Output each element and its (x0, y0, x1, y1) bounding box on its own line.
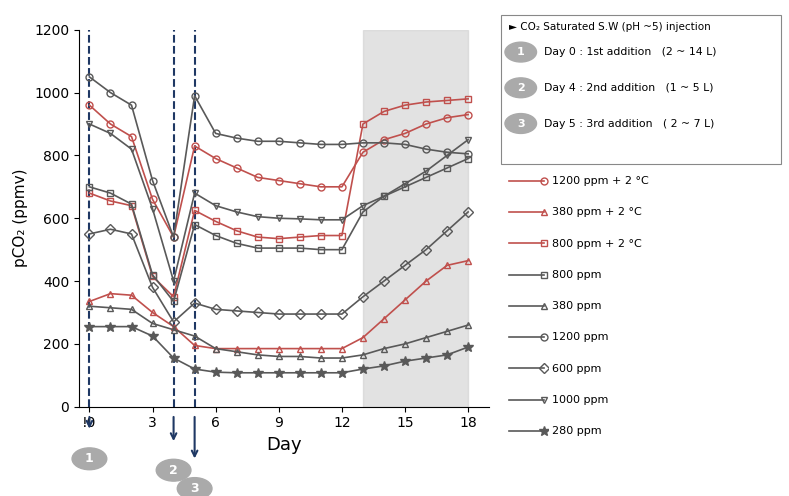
Text: 380 ppm: 380 ppm (552, 301, 602, 311)
Text: 800 ppm + 2 °C: 800 ppm + 2 °C (552, 239, 642, 248)
Text: 1000 ppm: 1000 ppm (552, 395, 608, 405)
Text: 1: 1 (517, 47, 525, 57)
Text: 1200 ppm: 1200 ppm (552, 332, 609, 342)
X-axis label: Day: Day (266, 436, 302, 454)
Text: Day 4 : 2nd addition   (1 ~ 5 L): Day 4 : 2nd addition (1 ~ 5 L) (544, 83, 714, 93)
Text: Day 5 : 3rd addition   ( 2 ~ 7 L): Day 5 : 3rd addition ( 2 ~ 7 L) (544, 119, 715, 128)
Text: 2: 2 (517, 83, 525, 93)
Text: 2: 2 (169, 464, 178, 477)
Bar (363, 30, 468, 407)
Text: 600 ppm: 600 ppm (552, 364, 602, 373)
Text: Day 0 : 1st addition   (2 ~ 14 L): Day 0 : 1st addition (2 ~ 14 L) (544, 47, 717, 57)
Text: 1200 ppm + 2 °C: 1200 ppm + 2 °C (552, 176, 649, 186)
Text: 1: 1 (85, 452, 94, 465)
Y-axis label: pCO₂ (ppmv): pCO₂ (ppmv) (13, 169, 28, 267)
Text: 3: 3 (517, 119, 525, 128)
Text: 800 ppm: 800 ppm (552, 270, 602, 280)
Text: 280 ppm: 280 ppm (552, 426, 602, 436)
Text: 3: 3 (190, 482, 199, 495)
Text: ► CO₂ Saturated S.W (pH ~5) injection: ► CO₂ Saturated S.W (pH ~5) injection (509, 22, 711, 32)
Text: 380 ppm + 2 °C: 380 ppm + 2 °C (552, 207, 642, 217)
